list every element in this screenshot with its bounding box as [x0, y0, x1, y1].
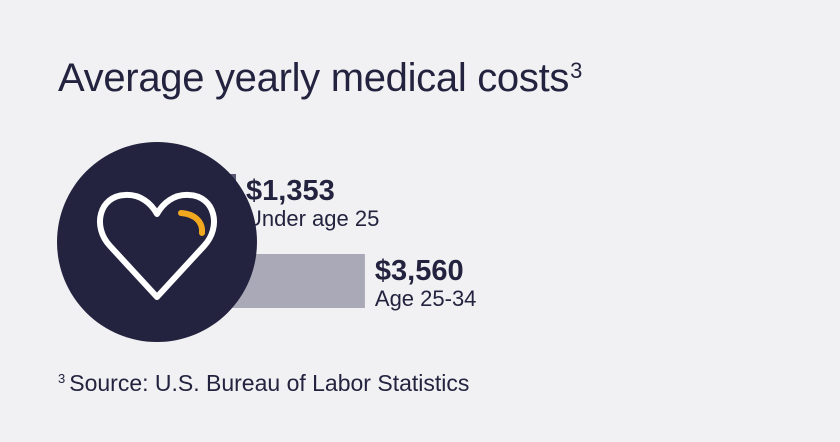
chart-title-text: Average yearly medical costs [58, 56, 570, 100]
category-label-1: Under age 25 [246, 206, 379, 231]
footnote: 3 Source: U.S. Bureau of Labor Statistics [58, 370, 469, 397]
heart-icon [97, 191, 217, 300]
footnote-mark: 3 [58, 371, 66, 386]
heart-badge [57, 142, 257, 342]
category-label-2: Age 25-34 [375, 286, 477, 311]
value-label-2: $3,560 [375, 255, 464, 287]
value-label-1: $1,353 [246, 175, 335, 207]
chart-title: Average yearly medical costs3 [58, 56, 582, 101]
heart-accent-arc [178, 210, 206, 236]
heart-badge-circle [57, 142, 257, 342]
title-footnote-mark: 3 [570, 58, 583, 83]
heart-outline [97, 191, 217, 300]
footnote-text: Source: U.S. Bureau of Labor Statistics [69, 370, 470, 396]
